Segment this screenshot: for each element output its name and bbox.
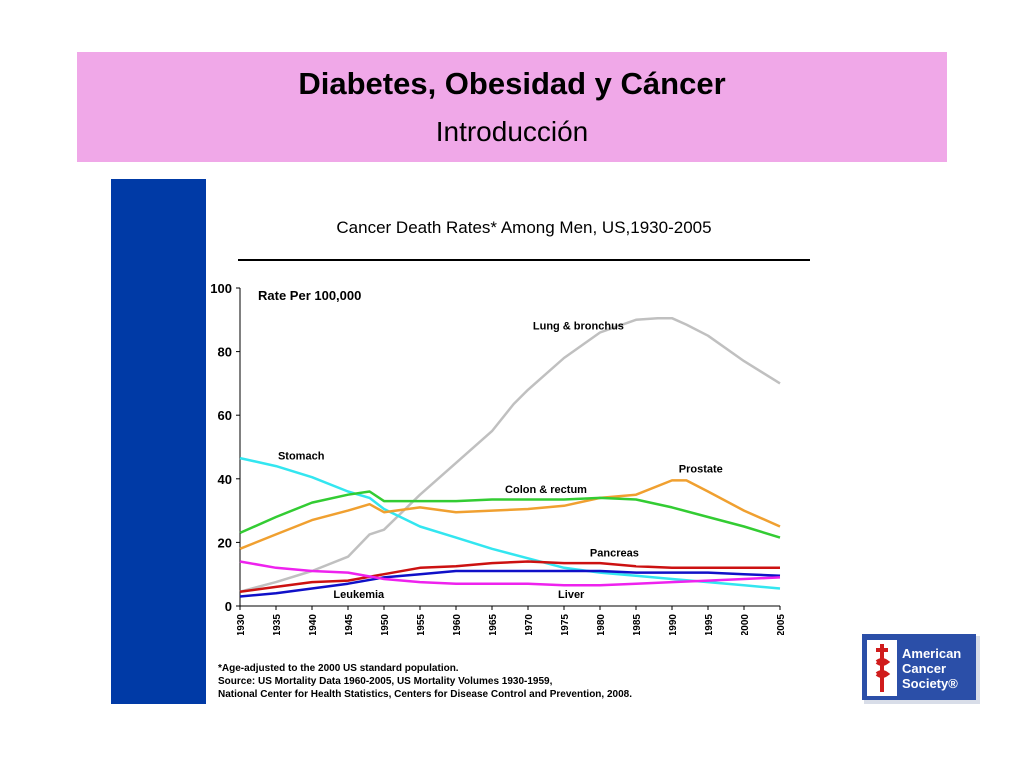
- x-tick-label: 1955: [416, 614, 427, 635]
- slide-header: Diabetes, Obesidad y Cáncer Introducción: [77, 52, 947, 162]
- series-label: Colon & rectum: [505, 484, 587, 496]
- sword-emblem-icon: [875, 644, 891, 692]
- x-tick-label: 1965: [488, 614, 499, 635]
- slide-title: Diabetes, Obesidad y Cáncer: [298, 66, 726, 101]
- american-cancer-society-logo: American Cancer Society®: [862, 634, 980, 704]
- logo-text-1: American: [902, 646, 961, 661]
- x-tick-label: 1930: [236, 614, 247, 635]
- chart-footnote: *Age-adjusted to the 2000 US standard po…: [218, 662, 632, 701]
- chart-axes: 0 20 40 60 80 100 1930 1935 1940 1945 1950 1955 1960…: [210, 281, 787, 635]
- x-tick-label: 1960: [452, 614, 463, 635]
- x-tick-label: 1945: [344, 614, 355, 635]
- series-line-prostate: [239, 479, 781, 550]
- series-line-liver: [239, 560, 781, 587]
- left-accent-bar: [111, 179, 206, 704]
- chart-series-labels: Lung & bronchus Stomach Prostate Colon & re…: [278, 320, 723, 601]
- series-line-stomach: [239, 456, 781, 590]
- x-tick-label: 1970: [524, 614, 535, 635]
- y-tick-label: 40: [218, 472, 232, 487]
- series-label: Prostate: [679, 463, 723, 475]
- slide-subtitle: Introducción: [435, 116, 589, 147]
- y-tick-label: 0: [225, 599, 232, 614]
- footnote-line-3: National Center for Health Statistics, C…: [218, 689, 632, 700]
- y-tick-label: 60: [218, 408, 232, 423]
- x-tick-label: 1980: [596, 614, 607, 635]
- y-tick-label: 100: [210, 281, 232, 296]
- x-tick-label: 2005: [776, 614, 787, 635]
- series-label: Stomach: [278, 451, 325, 463]
- title-divider: [238, 259, 810, 261]
- logo-text-2: Cancer: [902, 661, 946, 676]
- y-axis-label: Rate Per 100,000: [258, 288, 361, 303]
- series-label: Lung & bronchus: [533, 320, 624, 332]
- x-tick-label: 1975: [560, 614, 571, 635]
- x-tick-label: 1940: [308, 614, 319, 635]
- series-label: Leukemia: [333, 589, 385, 601]
- line-chart: 0 20 40 60 80 100 1930 1935 1940 1945 1950 1955 1960…: [210, 281, 787, 635]
- x-tick-label: 1985: [632, 614, 643, 635]
- y-tick-label: 20: [218, 535, 232, 550]
- series-line-colon-rectum: [239, 490, 781, 539]
- footnote-line-2: Source: US Mortality Data 1960-2005, US …: [218, 676, 553, 687]
- series-label: Pancreas: [590, 548, 639, 560]
- series-line-pancreas: [239, 560, 780, 593]
- footnote-line-1: *Age-adjusted to the 2000 US standard po…: [218, 663, 459, 674]
- y-tick-label: 80: [218, 345, 232, 360]
- series-label: Liver: [558, 589, 585, 601]
- chart-series: [239, 316, 781, 598]
- x-tick-label: 1950: [380, 614, 391, 635]
- logo-text-3: Society®: [902, 676, 958, 691]
- x-tick-label: 1990: [668, 614, 679, 635]
- x-tick-label: 1935: [272, 614, 283, 635]
- x-tick-label: 1995: [704, 614, 715, 635]
- series-line-leukemia: [239, 569, 781, 598]
- x-tick-label: 2000: [740, 614, 751, 635]
- series-line-lung-bronchus: [239, 316, 781, 593]
- chart-title: Cancer Death Rates* Among Men, US,1930-2…: [336, 218, 712, 237]
